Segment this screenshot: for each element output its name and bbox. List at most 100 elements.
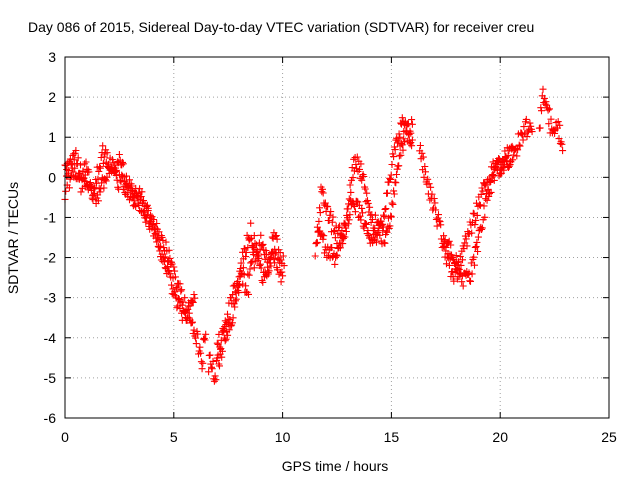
data-point (470, 210, 478, 218)
data-point (440, 232, 448, 240)
data-point (200, 335, 207, 343)
data-point (505, 162, 513, 170)
data-point (115, 151, 123, 158)
data-point (463, 242, 471, 250)
data-point (395, 152, 403, 160)
data-point (339, 240, 347, 248)
data-point (151, 229, 159, 237)
data-point (481, 213, 489, 221)
data-point (231, 303, 239, 311)
data-point (154, 242, 162, 250)
data-points (61, 85, 567, 385)
data-point (478, 226, 486, 233)
y-axis-label: SDTVAR / TECUs (5, 182, 21, 294)
data-point (218, 353, 226, 361)
data-point (176, 280, 184, 288)
data-point (445, 261, 453, 269)
data-point (212, 376, 220, 384)
data-point (351, 202, 359, 210)
data-point (279, 272, 287, 280)
data-point (166, 270, 174, 278)
data-point (345, 195, 353, 203)
data-point (373, 238, 380, 246)
data-point (394, 137, 402, 145)
data-point (264, 263, 272, 271)
data-point (502, 153, 510, 161)
data-point (420, 173, 428, 181)
data-point (189, 298, 197, 306)
data-point (259, 240, 267, 248)
data-point (513, 152, 521, 160)
y-tick-label: 3 (48, 49, 56, 65)
data-point (98, 179, 105, 187)
data-point (544, 106, 552, 114)
data-point (344, 205, 352, 213)
data-point (432, 206, 440, 214)
data-point (321, 199, 329, 207)
data-point (527, 122, 535, 130)
data-point (465, 269, 473, 277)
data-point (478, 224, 486, 232)
data-point (147, 217, 155, 225)
data-point (353, 197, 361, 205)
data-point (484, 185, 492, 193)
data-point (85, 168, 93, 176)
data-point (473, 199, 480, 207)
data-point (201, 336, 209, 344)
data-point (430, 195, 438, 202)
data-point (326, 211, 334, 219)
data-point (395, 130, 403, 138)
data-point (428, 190, 436, 198)
data-point (313, 239, 321, 247)
data-point (232, 295, 240, 303)
data-point (168, 258, 175, 266)
data-point (319, 235, 327, 243)
data-point (558, 140, 566, 148)
data-point (160, 254, 168, 262)
data-point (245, 290, 252, 298)
data-point (486, 190, 493, 198)
data-point (143, 214, 151, 222)
x-tick-label: 20 (492, 429, 508, 445)
data-point (540, 94, 548, 102)
data-point (455, 258, 462, 266)
data-point (523, 133, 531, 141)
data-point (383, 189, 391, 197)
data-point (360, 173, 368, 180)
data-point (177, 287, 185, 295)
data-point (65, 184, 73, 192)
data-point (277, 278, 285, 286)
data-point (112, 166, 120, 174)
data-point (77, 188, 85, 196)
data-point (180, 307, 188, 315)
data-point (63, 166, 71, 173)
data-point (220, 327, 228, 335)
data-point (171, 288, 179, 296)
data-point (466, 277, 474, 285)
data-point (165, 246, 173, 254)
data-point (454, 261, 462, 269)
data-point (82, 178, 90, 186)
data-point (349, 174, 357, 182)
data-point (221, 337, 229, 345)
data-point (524, 128, 532, 136)
data-point (401, 138, 408, 146)
data-point (442, 244, 450, 251)
data-point (427, 183, 435, 191)
data-point (138, 188, 146, 196)
data-point (331, 260, 339, 268)
data-point (378, 221, 386, 229)
data-point (158, 250, 166, 258)
data-point (360, 224, 368, 232)
data-point (386, 222, 394, 230)
data-point (505, 164, 512, 171)
data-point (159, 236, 167, 244)
data-point (379, 220, 387, 228)
data-point (354, 198, 362, 206)
data-point (82, 158, 90, 166)
data-point (330, 228, 338, 236)
data-point (232, 297, 239, 305)
data-point (77, 161, 84, 169)
data-point (382, 205, 390, 213)
data-point (173, 304, 181, 312)
